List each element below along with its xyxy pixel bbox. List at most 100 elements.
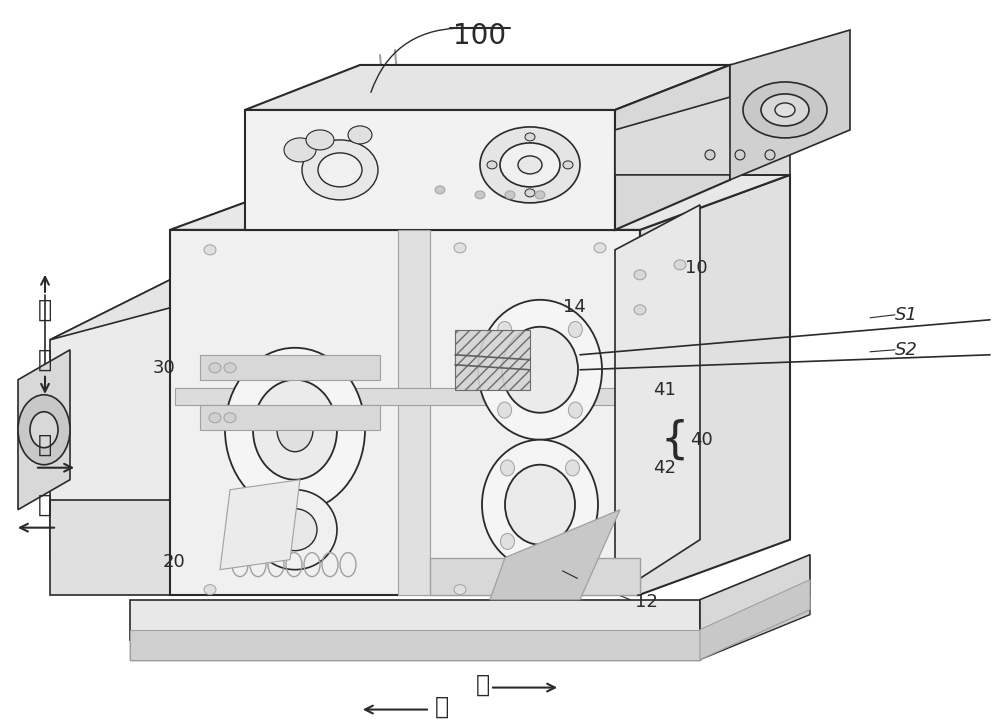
Ellipse shape	[475, 191, 485, 199]
Polygon shape	[130, 640, 700, 660]
Ellipse shape	[525, 133, 535, 141]
Ellipse shape	[454, 243, 466, 253]
Ellipse shape	[224, 413, 236, 423]
Polygon shape	[700, 595, 810, 660]
Ellipse shape	[30, 412, 58, 448]
Polygon shape	[175, 388, 635, 405]
Polygon shape	[455, 330, 530, 390]
Ellipse shape	[498, 321, 512, 337]
Ellipse shape	[253, 380, 337, 479]
Text: 14: 14	[563, 297, 586, 316]
Ellipse shape	[505, 465, 575, 544]
Ellipse shape	[225, 348, 365, 512]
Ellipse shape	[518, 156, 542, 174]
Polygon shape	[18, 349, 70, 510]
Ellipse shape	[568, 402, 582, 418]
Ellipse shape	[454, 585, 466, 595]
Ellipse shape	[566, 460, 580, 476]
Polygon shape	[170, 175, 790, 230]
Ellipse shape	[525, 189, 535, 197]
Polygon shape	[245, 65, 730, 110]
Text: 前: 前	[476, 673, 490, 697]
Polygon shape	[220, 479, 300, 570]
Ellipse shape	[435, 186, 445, 194]
Polygon shape	[398, 230, 430, 595]
Ellipse shape	[277, 408, 313, 452]
Ellipse shape	[735, 150, 745, 160]
Ellipse shape	[634, 305, 646, 315]
Ellipse shape	[502, 327, 578, 413]
Ellipse shape	[634, 270, 646, 280]
Ellipse shape	[478, 300, 602, 440]
Polygon shape	[200, 355, 380, 380]
Polygon shape	[615, 65, 730, 230]
Polygon shape	[615, 205, 700, 595]
Text: S1: S1	[895, 306, 918, 323]
Polygon shape	[700, 580, 810, 660]
Text: 20: 20	[162, 552, 185, 570]
Ellipse shape	[482, 440, 598, 570]
Ellipse shape	[500, 143, 560, 187]
Ellipse shape	[318, 153, 362, 187]
Ellipse shape	[209, 362, 221, 373]
Text: 41: 41	[653, 380, 676, 399]
Ellipse shape	[705, 150, 715, 160]
Polygon shape	[615, 80, 790, 175]
Text: 100: 100	[453, 22, 507, 50]
Ellipse shape	[224, 362, 236, 373]
Ellipse shape	[284, 138, 316, 162]
Ellipse shape	[500, 460, 514, 476]
Text: {: {	[660, 418, 688, 461]
Polygon shape	[130, 600, 700, 640]
Ellipse shape	[594, 243, 606, 253]
Ellipse shape	[500, 534, 514, 549]
Ellipse shape	[498, 402, 512, 418]
Ellipse shape	[743, 82, 827, 138]
Ellipse shape	[18, 395, 70, 465]
Ellipse shape	[765, 150, 775, 160]
Ellipse shape	[566, 534, 580, 549]
Ellipse shape	[505, 191, 515, 199]
Ellipse shape	[204, 245, 216, 255]
Ellipse shape	[761, 94, 809, 126]
Text: 上: 上	[38, 297, 52, 322]
Text: 右: 右	[38, 432, 52, 457]
Polygon shape	[50, 240, 320, 340]
FancyArrowPatch shape	[371, 28, 457, 92]
Text: 左: 左	[38, 492, 52, 517]
Ellipse shape	[563, 161, 573, 169]
Ellipse shape	[302, 140, 378, 200]
Polygon shape	[730, 30, 850, 180]
Polygon shape	[640, 175, 790, 595]
Polygon shape	[200, 405, 380, 430]
Ellipse shape	[306, 130, 334, 150]
Text: 12: 12	[635, 593, 658, 611]
Polygon shape	[700, 554, 810, 640]
Ellipse shape	[480, 127, 580, 203]
Text: 42: 42	[653, 458, 676, 477]
Polygon shape	[245, 110, 615, 230]
Text: 下: 下	[38, 348, 52, 372]
Polygon shape	[170, 230, 640, 595]
Ellipse shape	[674, 260, 686, 270]
Text: 30: 30	[152, 359, 175, 377]
FancyArrowPatch shape	[562, 571, 578, 578]
Ellipse shape	[253, 490, 337, 570]
Text: 后: 后	[435, 695, 449, 718]
Polygon shape	[430, 557, 640, 595]
Text: 10: 10	[685, 258, 708, 277]
Ellipse shape	[487, 161, 497, 169]
Ellipse shape	[535, 191, 545, 199]
Text: S2: S2	[895, 341, 918, 359]
Ellipse shape	[568, 321, 582, 337]
Ellipse shape	[775, 103, 795, 117]
Polygon shape	[490, 510, 620, 600]
Ellipse shape	[348, 126, 372, 144]
Ellipse shape	[204, 585, 216, 595]
Polygon shape	[50, 500, 170, 595]
Polygon shape	[50, 280, 170, 560]
Text: 40: 40	[690, 431, 713, 449]
Ellipse shape	[273, 509, 317, 551]
Ellipse shape	[209, 413, 221, 423]
Polygon shape	[130, 630, 700, 660]
